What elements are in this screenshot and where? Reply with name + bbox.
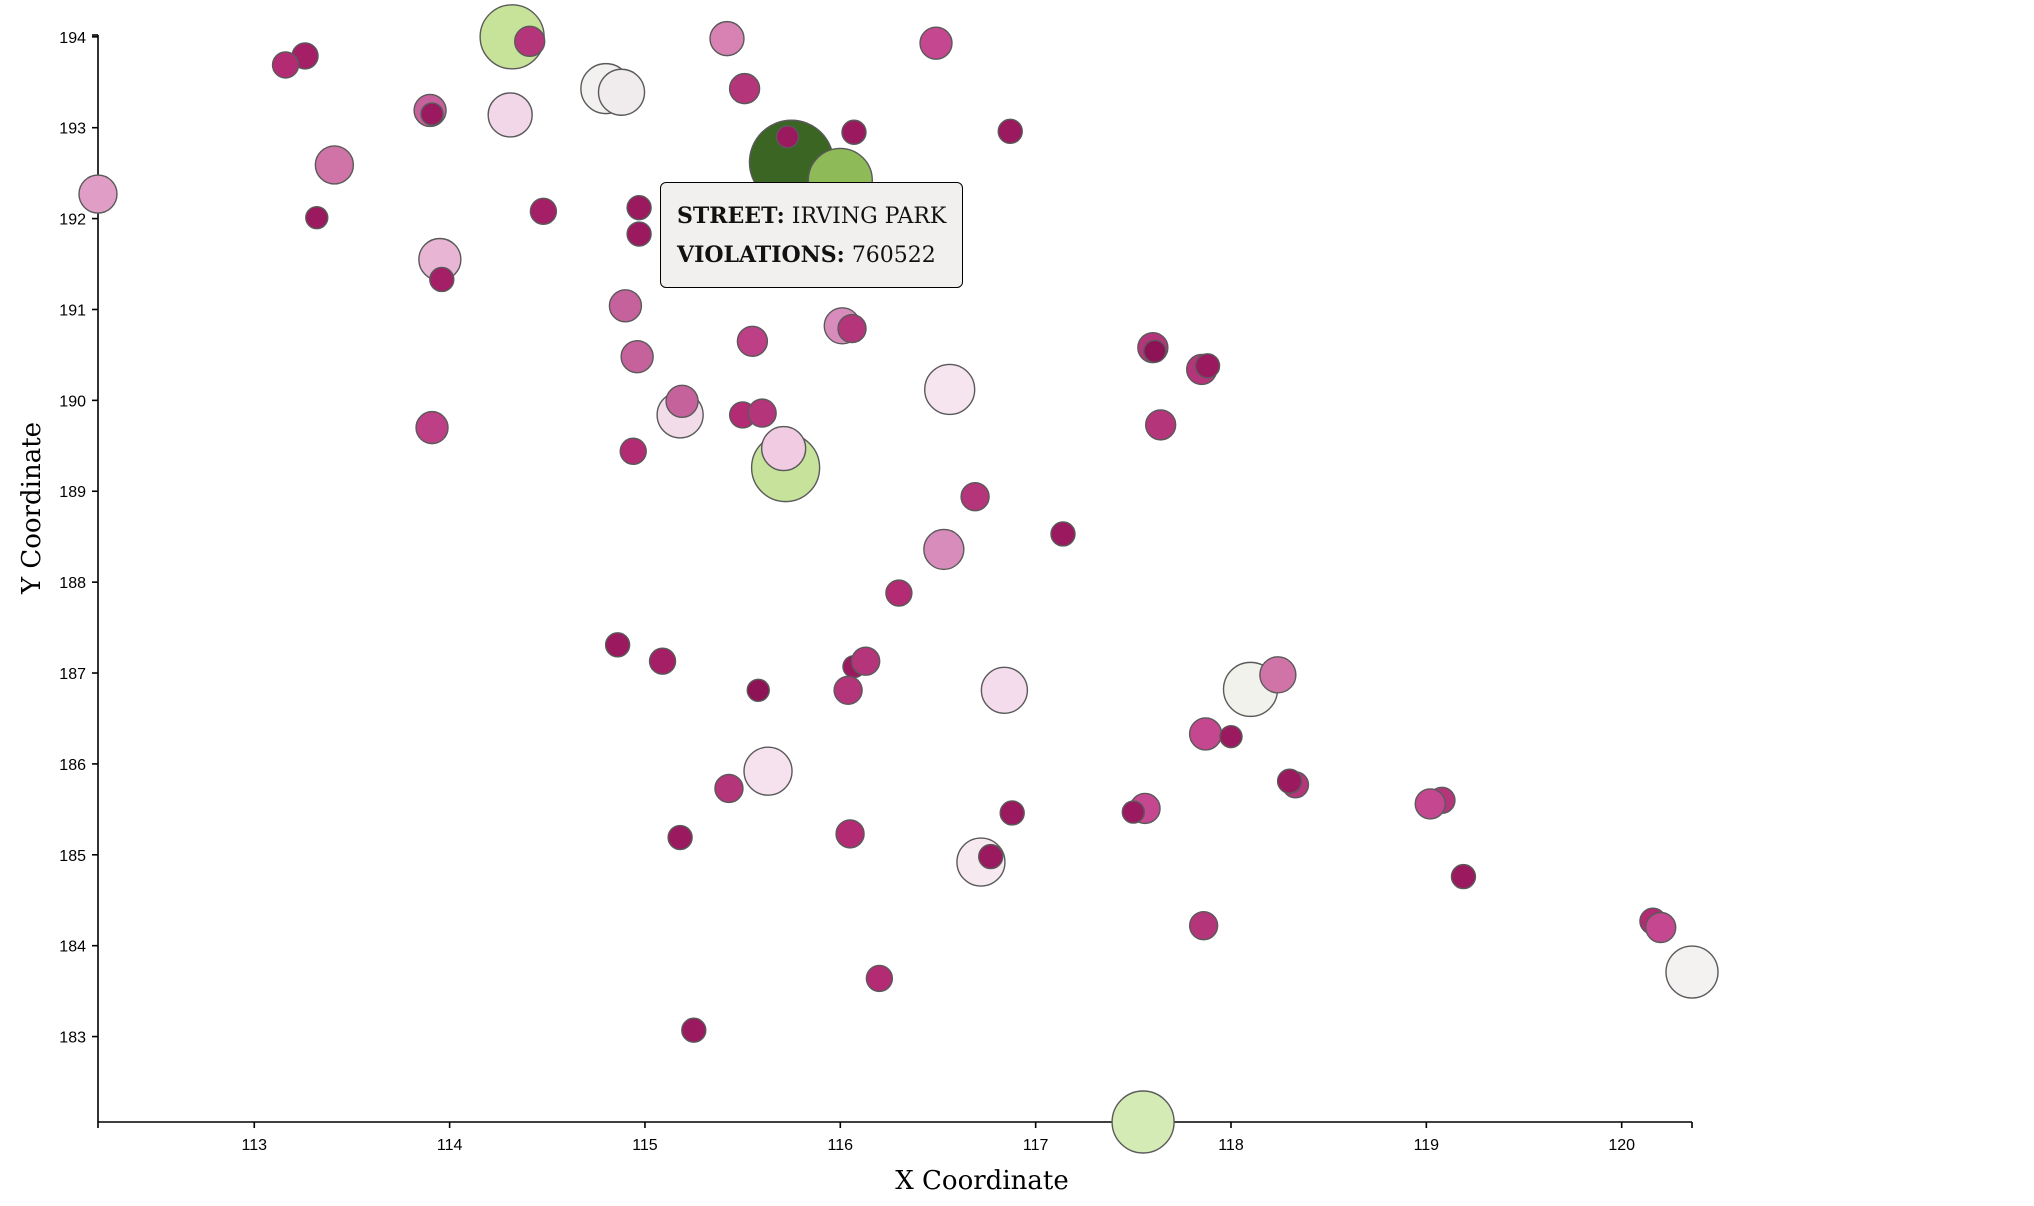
x-tick-label: 118 — [1218, 1137, 1244, 1154]
data-point — [865, 964, 894, 993]
data-point — [736, 325, 769, 357]
data-point — [648, 647, 677, 675]
x-tick-label: 117 — [1023, 1137, 1049, 1154]
x-axis-title: X Coordinate — [895, 1166, 1068, 1196]
tooltip: STREET: IRVING PARK VIOLATIONS: 760522 — [660, 182, 964, 288]
tooltip-violations-row: VIOLATIONS: 760522 — [677, 236, 946, 275]
y-tick-label: 190 — [59, 393, 86, 410]
data-point — [885, 579, 913, 607]
data-point — [1188, 910, 1219, 941]
data-point — [608, 289, 643, 323]
data-point — [1276, 768, 1303, 794]
y-tick-label: 184 — [59, 939, 86, 956]
data-point — [743, 746, 793, 796]
data-point — [1143, 339, 1167, 363]
data-point — [619, 437, 647, 465]
data-point — [1194, 353, 1221, 379]
data-point — [604, 632, 631, 658]
data-point — [1188, 717, 1223, 751]
tooltip-violations-value: 760522 — [851, 243, 936, 268]
axes: 113 114 115 116 117 118 119 120 183 184 185 186 187 1… — [59, 30, 1693, 1154]
data-point — [626, 194, 652, 221]
x-tick-label: 114 — [437, 1137, 463, 1154]
x-tick-label: 113 — [242, 1137, 268, 1154]
y-tick-label: 191 — [59, 302, 86, 319]
data-point — [835, 819, 865, 849]
data-point — [709, 20, 745, 57]
data-point — [626, 221, 652, 247]
data-point — [999, 800, 1025, 826]
tooltip-violations-label: VIOLATIONS: — [677, 242, 845, 268]
data-point — [746, 678, 770, 702]
tooltip-street-label: STREET: — [677, 203, 785, 229]
data-point — [1645, 911, 1677, 944]
x-tick-label: 120 — [1608, 1137, 1635, 1154]
data-point — [314, 145, 355, 185]
y-tick-label: 187 — [59, 666, 86, 683]
data-point — [850, 646, 881, 676]
x-tick-label: 116 — [828, 1137, 854, 1154]
data-point — [620, 340, 654, 374]
data-point — [271, 51, 300, 79]
data-point — [529, 197, 558, 226]
data-point — [833, 675, 863, 705]
data-point — [487, 92, 533, 138]
bubbles — [78, 4, 1719, 1154]
data-point — [837, 313, 867, 344]
y-tick-label: 189 — [59, 484, 86, 501]
data-point — [978, 843, 1004, 870]
y-tick-label: 194 — [59, 30, 86, 47]
data-point — [1414, 788, 1446, 820]
y-tick-label: 186 — [59, 757, 86, 774]
x-tick-label: 119 — [1414, 1137, 1440, 1154]
data-point — [429, 266, 455, 293]
tooltip-street-row: STREET: IRVING PARK — [677, 197, 946, 236]
data-point — [1219, 724, 1243, 749]
data-point — [960, 482, 990, 512]
data-point — [714, 773, 744, 804]
data-point — [728, 72, 761, 105]
y-tick-label: 192 — [59, 212, 86, 229]
data-point — [919, 26, 953, 60]
data-point — [923, 528, 965, 571]
data-point — [747, 398, 777, 428]
data-point — [841, 119, 867, 145]
data-point — [667, 824, 693, 851]
data-point — [1259, 656, 1297, 694]
data-point — [415, 410, 449, 445]
data-point — [1111, 1090, 1175, 1154]
tooltip-street-value: IRVING PARK — [791, 204, 947, 229]
y-tick-label: 183 — [59, 1030, 86, 1047]
data-point — [665, 384, 699, 418]
data-point — [1121, 800, 1146, 824]
data-point — [760, 425, 807, 472]
y-tick-label: 193 — [59, 121, 86, 138]
data-point — [775, 125, 800, 149]
data-point — [305, 205, 329, 230]
data-point — [1450, 863, 1477, 890]
data-point — [597, 68, 646, 116]
data-point — [1144, 409, 1177, 441]
data-point — [681, 1017, 707, 1043]
data-point — [997, 118, 1023, 145]
y-tick-label: 188 — [59, 575, 86, 592]
x-tick-label: 115 — [632, 1137, 658, 1154]
y-tick-label: 185 — [59, 848, 86, 865]
data-point — [420, 102, 444, 126]
data-point — [980, 666, 1029, 714]
data-point — [1050, 521, 1076, 547]
y-axis-title: Y Coordinate — [17, 422, 47, 595]
data-point — [1665, 945, 1719, 999]
data-point — [923, 363, 976, 416]
data-point — [78, 174, 118, 214]
data-point — [514, 25, 546, 58]
